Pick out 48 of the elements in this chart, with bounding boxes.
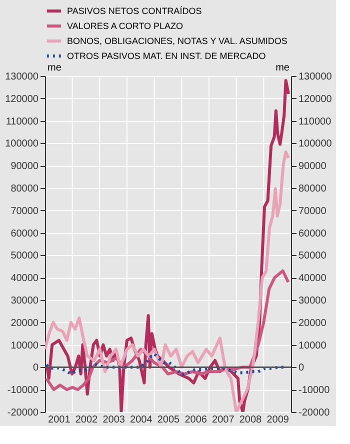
- legend-label: OTROS PASIVOS MAT. EN INST. DE MERCADO: [67, 51, 266, 61]
- y2-tick-label: 30000: [298, 296, 327, 306]
- x-tick-label: 2001: [48, 414, 71, 426]
- x-tick-label: 2005: [157, 414, 180, 426]
- y-tick-label: -20000: [7, 408, 39, 418]
- y2-tick-label: 90000: [298, 161, 327, 172]
- y2-tick-label: 80000: [298, 184, 327, 194]
- y-tick-label: 60000: [10, 228, 39, 240]
- y-tick-label: 0: [32, 362, 39, 374]
- y-tick-label: 130000: [5, 72, 39, 82]
- y-axis-title: me: [48, 62, 62, 74]
- y2-tick-label: 70000: [298, 206, 327, 217]
- x-tick-label: 2008: [239, 414, 262, 426]
- y-tick-label: 110000: [6, 116, 39, 128]
- y-tick-label: 50000: [10, 250, 39, 262]
- x-tick-label: 2003: [102, 414, 126, 426]
- legend-label: BONOS, OBLIGACIONES, NOTAS Y VAL. ASUMIDOS: [67, 36, 288, 46]
- y2-tick-label: 100000: [298, 138, 332, 150]
- x-tick-label: 2004: [130, 414, 153, 426]
- y2-tick-label: 20000: [298, 318, 327, 329]
- x-tick-label: 2002: [75, 414, 98, 426]
- legend-label: VALORES A CORTO PLAZO: [67, 21, 184, 31]
- y-tick-label: 100000: [5, 138, 39, 150]
- x-tick-label: 2009: [266, 414, 290, 426]
- y2-tick-label: 50000: [298, 250, 327, 262]
- y2-tick-label: -20000: [298, 408, 330, 418]
- y-tick-label: 90000: [10, 161, 39, 172]
- y2-axis-title: me: [276, 62, 290, 74]
- y2-tick-label: 110000: [298, 116, 332, 128]
- x-tick-label: 2007: [212, 414, 235, 426]
- y-tick-label: 20000: [10, 318, 39, 329]
- y2-tick-label: 10000: [298, 340, 327, 352]
- y2-tick-label: -10000: [298, 385, 330, 396]
- y-tick-label: 30000: [10, 296, 39, 306]
- y2-tick-label: 120000: [298, 94, 332, 105]
- line-series: [45, 150, 290, 412]
- y-tick-label: 40000: [10, 273, 39, 284]
- y-tick-label: 80000: [10, 184, 39, 194]
- y2-tick-label: 60000: [298, 228, 327, 240]
- y2-tick-label: 40000: [298, 273, 327, 284]
- legend-label: PASIVOS NETOS CONTRAÍDOS: [67, 6, 202, 16]
- x-tick-label: 2006: [184, 414, 208, 426]
- y-tick-label: 120000: [5, 94, 39, 105]
- y-tick-label: 10000: [10, 340, 39, 352]
- y-tick-label: -10000: [7, 385, 39, 396]
- y2-tick-label: 130000: [298, 72, 332, 82]
- y2-tick-label: 0: [298, 362, 304, 374]
- y-tick-label: 70000: [10, 206, 39, 217]
